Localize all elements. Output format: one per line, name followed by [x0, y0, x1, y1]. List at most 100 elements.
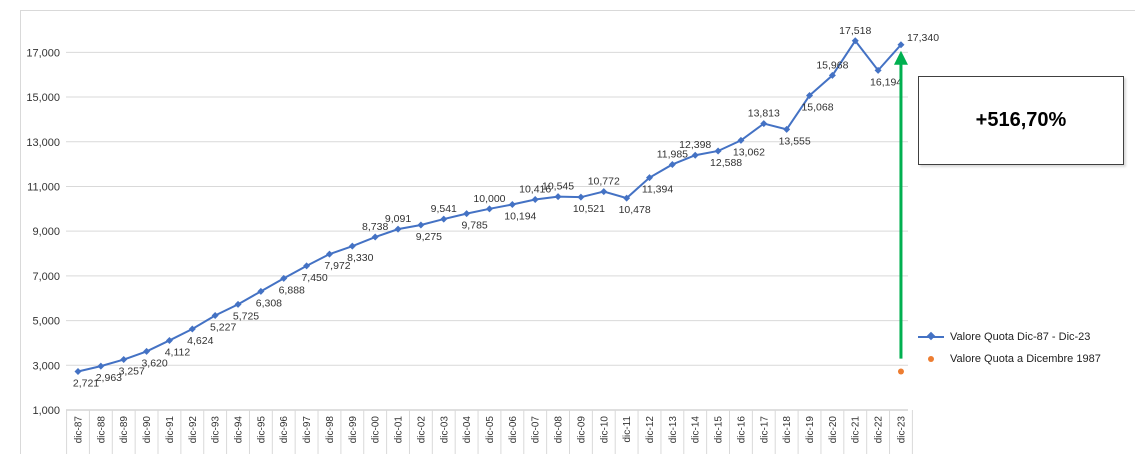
x-tick-label: dic-91 [165, 416, 176, 444]
data-label: 10,772 [588, 176, 620, 188]
data-point-marker [691, 151, 699, 159]
performance-callout-box: +516,70% [918, 76, 1124, 165]
data-label: 10,521 [573, 203, 605, 215]
data-point-marker [806, 92, 814, 100]
data-point-marker [554, 193, 562, 201]
x-tick-label: dic-17 [759, 416, 770, 444]
data-point-marker [508, 200, 516, 208]
data-label: 16,194 [870, 76, 902, 88]
data-point-marker [714, 147, 722, 155]
data-point-marker [851, 37, 859, 45]
x-tick-label: dic-18 [782, 416, 793, 444]
y-tick-label: 7,000 [32, 271, 60, 283]
data-label: 5,227 [210, 322, 236, 334]
y-tick-label: 1,000 [32, 405, 60, 417]
data-point-marker [760, 120, 768, 128]
data-point-marker [257, 287, 265, 295]
x-tick-label: dic-06 [508, 416, 519, 444]
growth-arrow-head [893, 50, 908, 65]
x-tick-label: dic-07 [531, 416, 542, 444]
data-label: 6,308 [256, 297, 282, 309]
data-label: 7,450 [301, 272, 327, 284]
data-label: 9,541 [431, 203, 457, 215]
data-point-marker [668, 160, 676, 168]
data-label: 11,985 [657, 148, 688, 160]
data-label: 5,725 [233, 310, 259, 322]
data-point-marker [874, 66, 882, 74]
legend-label-series-1: Valore Quota Dic-87 - Dic-23 [950, 330, 1091, 343]
x-tick-label: dic-90 [142, 416, 153, 444]
x-tick-label: dic-09 [576, 416, 587, 444]
x-tick-label: dic-20 [828, 416, 839, 444]
x-tick-label: dic-98 [325, 416, 336, 444]
x-tick-label: dic-10 [599, 416, 610, 444]
data-label: 3,620 [141, 357, 167, 369]
y-tick-label: 17,000 [26, 47, 60, 59]
x-tick-label: dic-97 [302, 416, 313, 444]
x-tick-label: dic-23 [896, 416, 907, 444]
data-label: 15,968 [816, 59, 848, 71]
x-tick-label: dic-04 [462, 416, 473, 444]
performance-callout-text: +516,70% [975, 109, 1067, 131]
data-label: 9,275 [416, 231, 442, 243]
y-tick-label: 13,000 [26, 137, 60, 149]
x-tick-label: dic-88 [96, 416, 107, 444]
x-tick-label: dic-89 [119, 416, 130, 444]
legend-swatch-series-2 [918, 354, 944, 364]
data-label: 12,588 [710, 157, 742, 169]
data-point-marker [394, 225, 402, 233]
data-point-marker [303, 262, 311, 270]
x-tick-label: dic-14 [691, 416, 702, 444]
data-point-marker [325, 250, 333, 258]
x-tick-label: dic-03 [439, 416, 450, 444]
x-tick-label: dic-00 [371, 416, 382, 444]
data-point-marker [897, 41, 905, 49]
data-point-marker [234, 300, 242, 308]
data-label: 13,555 [779, 135, 811, 147]
data-label: 10,000 [473, 193, 505, 205]
data-point-marker [348, 242, 356, 250]
x-tick-label: dic-99 [348, 416, 359, 444]
x-tick-label: dic-92 [188, 416, 199, 444]
x-tick-label: dic-94 [234, 416, 245, 444]
chart-frame-left [20, 10, 21, 454]
data-point-marker [440, 215, 448, 223]
data-point-marker [463, 210, 471, 218]
data-point-marker [211, 312, 219, 320]
x-tick-label: dic-13 [668, 416, 679, 444]
x-tick-label: dic-01 [394, 416, 405, 444]
y-tick-label: 15,000 [26, 92, 60, 104]
data-label: 13,813 [748, 108, 780, 120]
x-tick-label: dic-96 [279, 416, 290, 444]
y-tick-label: 5,000 [32, 316, 60, 328]
data-label: 8,738 [362, 221, 388, 233]
x-tick-label: dic-02 [416, 416, 427, 444]
legend-label-series-2: Valore Quota a Dicembre 1987 [950, 352, 1101, 365]
data-point-marker [646, 174, 653, 182]
data-point-marker [143, 347, 151, 355]
x-tick-label: dic-87 [74, 416, 85, 444]
data-point-marker [97, 362, 105, 370]
legend: Valore Quota Dic-87 - Dic-23 Valore Quot… [918, 327, 1101, 371]
x-tick-label: dic-22 [874, 416, 885, 444]
data-label: 10,194 [504, 210, 536, 222]
data-label: 13,062 [733, 146, 765, 158]
data-point-marker [623, 194, 631, 202]
legend-swatch-series-1 [918, 331, 944, 342]
x-tick-label: dic-15 [714, 416, 725, 444]
legend-item-series-2: Valore Quota a Dicembre 1987 [918, 349, 1101, 368]
data-label: 8,330 [347, 252, 373, 264]
data-point-marker [417, 221, 425, 229]
data-point-marker [737, 136, 745, 144]
legend-item-series-1: Valore Quota Dic-87 - Dic-23 [918, 327, 1101, 346]
data-label: 11,394 [642, 184, 673, 196]
x-tick-label: dic-05 [485, 416, 496, 444]
data-label: 10,478 [619, 204, 651, 216]
data-point-dicembre-1987 [897, 368, 904, 375]
data-point-marker [577, 193, 585, 201]
x-tick-label: dic-21 [851, 416, 862, 444]
y-tick-label: 9,000 [32, 226, 60, 238]
chart-frame-top [20, 10, 1135, 11]
data-point-marker [120, 356, 128, 364]
